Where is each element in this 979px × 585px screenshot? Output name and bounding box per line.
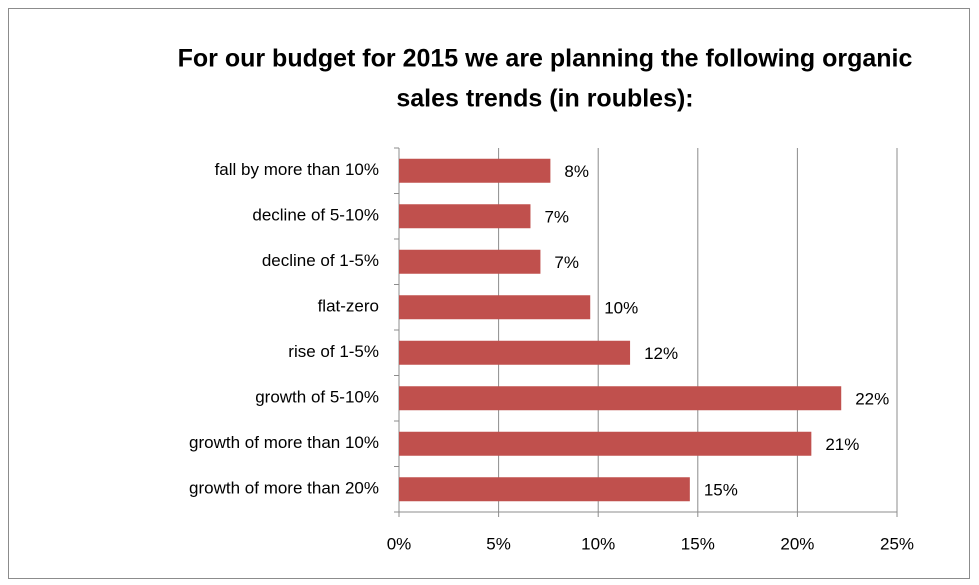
y-tick-label: decline of 1-5% [262,251,379,270]
y-tick-label: decline of 5-10% [252,206,379,225]
bar [399,340,631,365]
bar [399,158,551,183]
y-tick-label: fall by more than 10% [215,160,379,179]
chart-title: For our budget for 2015 we are planning … [178,45,913,73]
bar [399,249,541,274]
data-label: 22% [855,390,889,409]
y-tick-label: rise of 1-5% [288,342,379,361]
y-tick-label: growth of 5-10% [255,388,379,407]
x-tick-label: 0% [387,534,412,553]
data-label: 15% [704,481,738,500]
data-label: 7% [554,253,579,272]
y-tick-label: flat-zero [318,297,379,316]
bar [399,386,842,411]
data-label: 10% [604,299,638,318]
y-tick-label: growth of more than 10% [189,433,379,452]
x-tick-label: 5% [486,534,511,553]
bar [399,295,591,320]
x-tick-label: 25% [880,534,914,553]
chart-title-line-2: sales trends (in roubles): [396,85,693,113]
data-label: 12% [644,344,678,363]
data-label: 8% [564,162,589,181]
x-tick-label: 20% [780,534,814,553]
x-tick-label: 15% [681,534,715,553]
bar [399,477,690,502]
data-label: 7% [544,208,569,227]
data-label: 21% [825,435,859,454]
bar [399,204,531,229]
x-tick-label: 10% [581,534,615,553]
y-tick-label: growth of more than 20% [189,479,379,498]
bar [399,431,812,456]
